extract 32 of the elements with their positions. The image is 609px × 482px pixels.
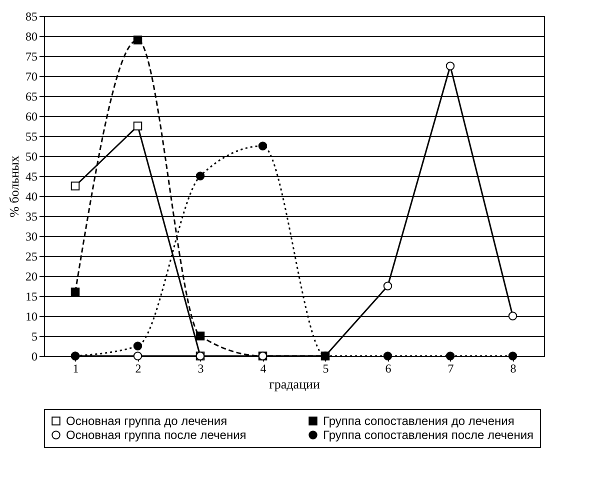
x-tick-label: 2 bbox=[135, 362, 142, 376]
legend-label: Основная группа до лечения bbox=[66, 414, 228, 428]
y-tick-label: 35 bbox=[26, 210, 38, 224]
y-tick-label: 85 bbox=[26, 10, 38, 24]
x-tick-label: 8 bbox=[510, 362, 516, 376]
y-tick-label: 80 bbox=[26, 30, 38, 44]
x-tick-label: 7 bbox=[448, 362, 454, 376]
y-tick-label: 30 bbox=[26, 230, 38, 244]
y-tick-label: 0 bbox=[32, 350, 38, 364]
legend-label: Группа сопоставления до лечения bbox=[323, 414, 514, 428]
y-tick-label: 25 bbox=[26, 250, 38, 264]
y-tick-label: 5 bbox=[32, 330, 38, 344]
y-tick-label: 65 bbox=[26, 90, 38, 104]
y-tick-label: 60 bbox=[26, 110, 38, 124]
y-tick-label: 45 bbox=[26, 170, 38, 184]
y-tick-label: 55 bbox=[26, 130, 38, 144]
y-tick-label: 20 bbox=[26, 270, 38, 284]
legend-label: Группа сопоставления после лечения bbox=[323, 428, 534, 442]
x-tick-label: 5 bbox=[322, 362, 329, 376]
x-tick-label: 4 bbox=[260, 362, 266, 376]
x-tick-label: 3 bbox=[198, 362, 204, 376]
legend-label: Основная группа после лечения bbox=[66, 428, 246, 442]
y-tick-label: 70 bbox=[26, 70, 38, 84]
x-tick-label: 1 bbox=[72, 362, 79, 376]
x-axis-title: градации bbox=[269, 376, 320, 392]
y-tick-label: 10 bbox=[26, 310, 38, 324]
y-axis-title: % больных bbox=[6, 155, 22, 218]
y-tick-label: 75 bbox=[26, 50, 38, 64]
y-tick-label: 15 bbox=[26, 290, 38, 304]
y-tick-label: 40 bbox=[26, 190, 38, 204]
y-tick-label: 50 bbox=[26, 150, 38, 164]
x-tick-label: 6 bbox=[385, 362, 392, 376]
